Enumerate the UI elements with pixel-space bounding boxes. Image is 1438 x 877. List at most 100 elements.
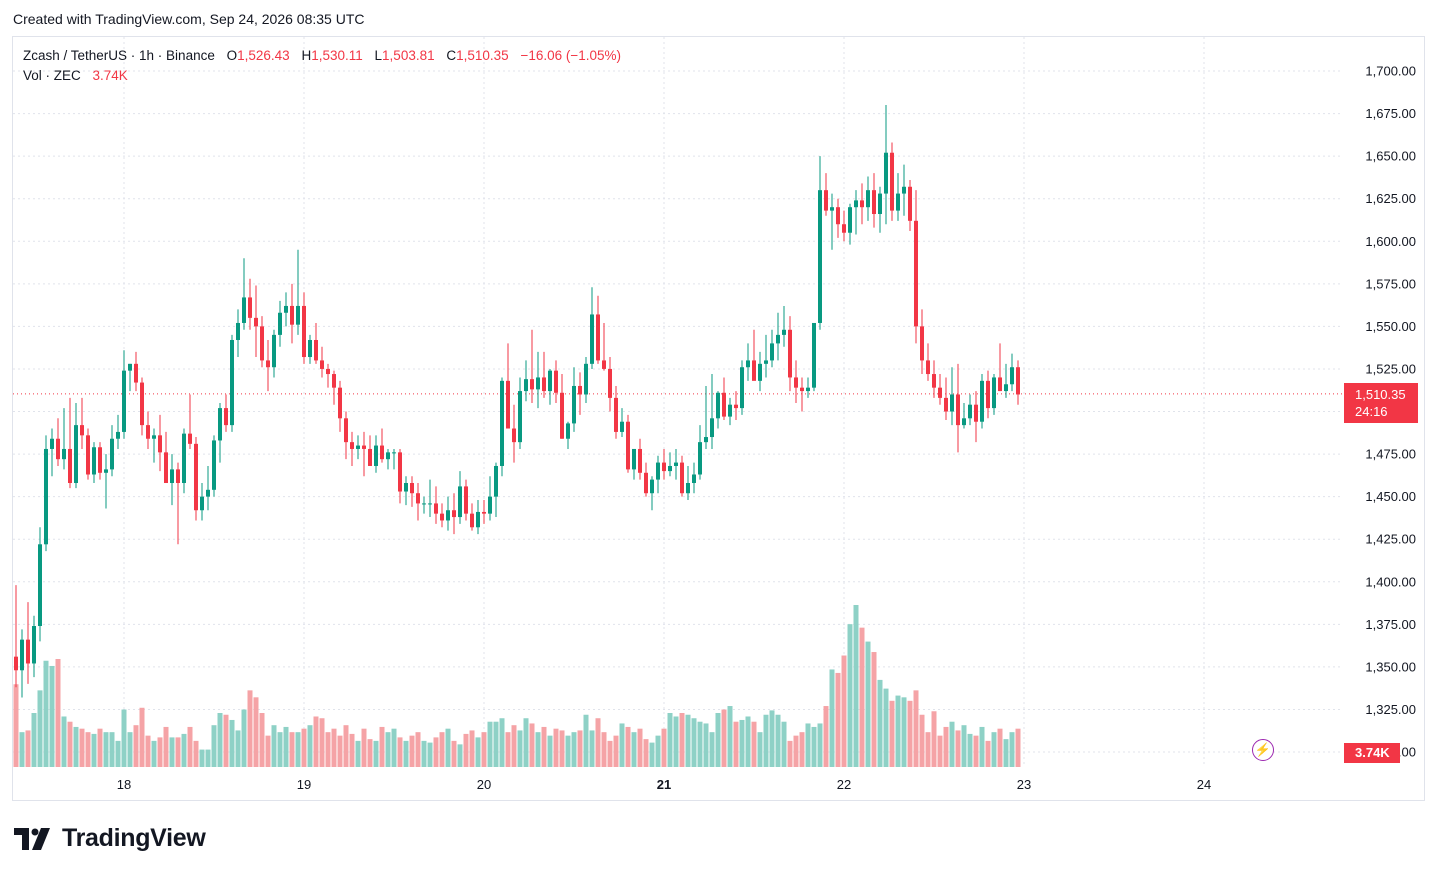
volume-bar [331, 728, 337, 767]
volume-bar [523, 718, 529, 767]
candle-body [242, 297, 246, 323]
candle-body [590, 314, 594, 364]
candle-body [428, 503, 432, 505]
candle-body [806, 387, 810, 392]
volume-bar [295, 732, 301, 767]
candle [974, 391, 978, 443]
volume-bar [115, 740, 121, 767]
volume-bar [811, 726, 817, 767]
volume-bars [13, 605, 1021, 767]
candles [14, 105, 1020, 698]
volume-bar [691, 718, 697, 767]
volume-bar [325, 732, 331, 767]
candle [614, 385, 618, 439]
candle-body [644, 472, 648, 494]
candle [692, 462, 696, 494]
candle-body [170, 469, 174, 484]
candle [32, 615, 36, 678]
price-tick-label: 1,350.00 [1365, 659, 1416, 674]
price-tick-label: 1,675.00 [1365, 106, 1416, 121]
volume-bar [883, 688, 889, 767]
candle-body [320, 360, 324, 369]
candle [458, 471, 462, 524]
candle [248, 278, 252, 330]
candle [380, 428, 384, 463]
candle-body [1016, 367, 1020, 395]
candle-body [560, 392, 564, 439]
candle [548, 368, 552, 405]
brand-logo[interactable]: TradingView [14, 824, 206, 853]
candle [104, 454, 108, 509]
volume-bar [631, 732, 637, 767]
candle [242, 258, 246, 330]
volume-bar [805, 723, 811, 767]
candle-body [92, 447, 96, 475]
volume-bar [535, 732, 541, 767]
volume-bar [565, 735, 571, 767]
candle-body [758, 363, 762, 381]
candle [164, 431, 168, 484]
candle [218, 402, 222, 463]
candle-body [698, 442, 702, 475]
candle [224, 394, 228, 432]
lightning-icon[interactable]: ⚡ [1252, 739, 1274, 761]
candle-body [284, 305, 288, 313]
candle [656, 455, 660, 494]
candle-body [620, 421, 624, 432]
candle-body [482, 511, 486, 514]
candle-body [956, 394, 960, 426]
volume-bar [37, 690, 43, 767]
candle [530, 329, 534, 403]
volume-bar [505, 732, 511, 767]
candle [14, 585, 18, 688]
candle-body [422, 503, 426, 505]
volume-bar [73, 726, 79, 767]
candle [608, 357, 612, 412]
candle-body [272, 334, 276, 368]
candle [152, 428, 156, 463]
candle-body [722, 392, 726, 417]
candle [260, 316, 264, 368]
candle-body [416, 493, 420, 504]
candle-body [686, 483, 690, 494]
candle [518, 377, 522, 449]
candle-body [500, 380, 504, 466]
candle-body [902, 186, 906, 194]
candle [938, 374, 942, 405]
candle-body [668, 465, 672, 472]
candle [554, 360, 558, 403]
volume-bar [397, 737, 403, 767]
candle-body [608, 368, 612, 398]
candle-body [278, 312, 282, 335]
volume-bar [367, 739, 373, 767]
candle-body [296, 305, 300, 325]
volume-bar [211, 725, 217, 767]
candle [278, 300, 282, 347]
volume-bar [841, 655, 847, 767]
price-tick-label: 1,650.00 [1365, 149, 1416, 164]
volume-bar [517, 730, 523, 767]
candle [926, 343, 930, 381]
volume-bar [997, 728, 1003, 767]
candle-body [566, 423, 570, 439]
candle [770, 329, 774, 368]
volume-bar [859, 627, 865, 767]
candle-body [374, 445, 378, 466]
candle-body [680, 462, 684, 494]
candle-body [182, 433, 186, 484]
candle-body [368, 448, 372, 466]
price-tick-label: 1,325.00 [1365, 702, 1416, 717]
candle [962, 402, 966, 429]
candle-body [626, 421, 630, 470]
candle [836, 198, 840, 238]
ohlc-row: Zcash / TetherUS · 1h · Binance O1,526.4… [23, 46, 621, 66]
candle [68, 397, 72, 489]
candle-body [98, 447, 102, 473]
candle [968, 394, 972, 426]
volume-bar [697, 721, 703, 767]
candle [866, 176, 870, 221]
volume-bar [877, 679, 883, 767]
candle [452, 493, 456, 535]
candle [398, 448, 402, 504]
